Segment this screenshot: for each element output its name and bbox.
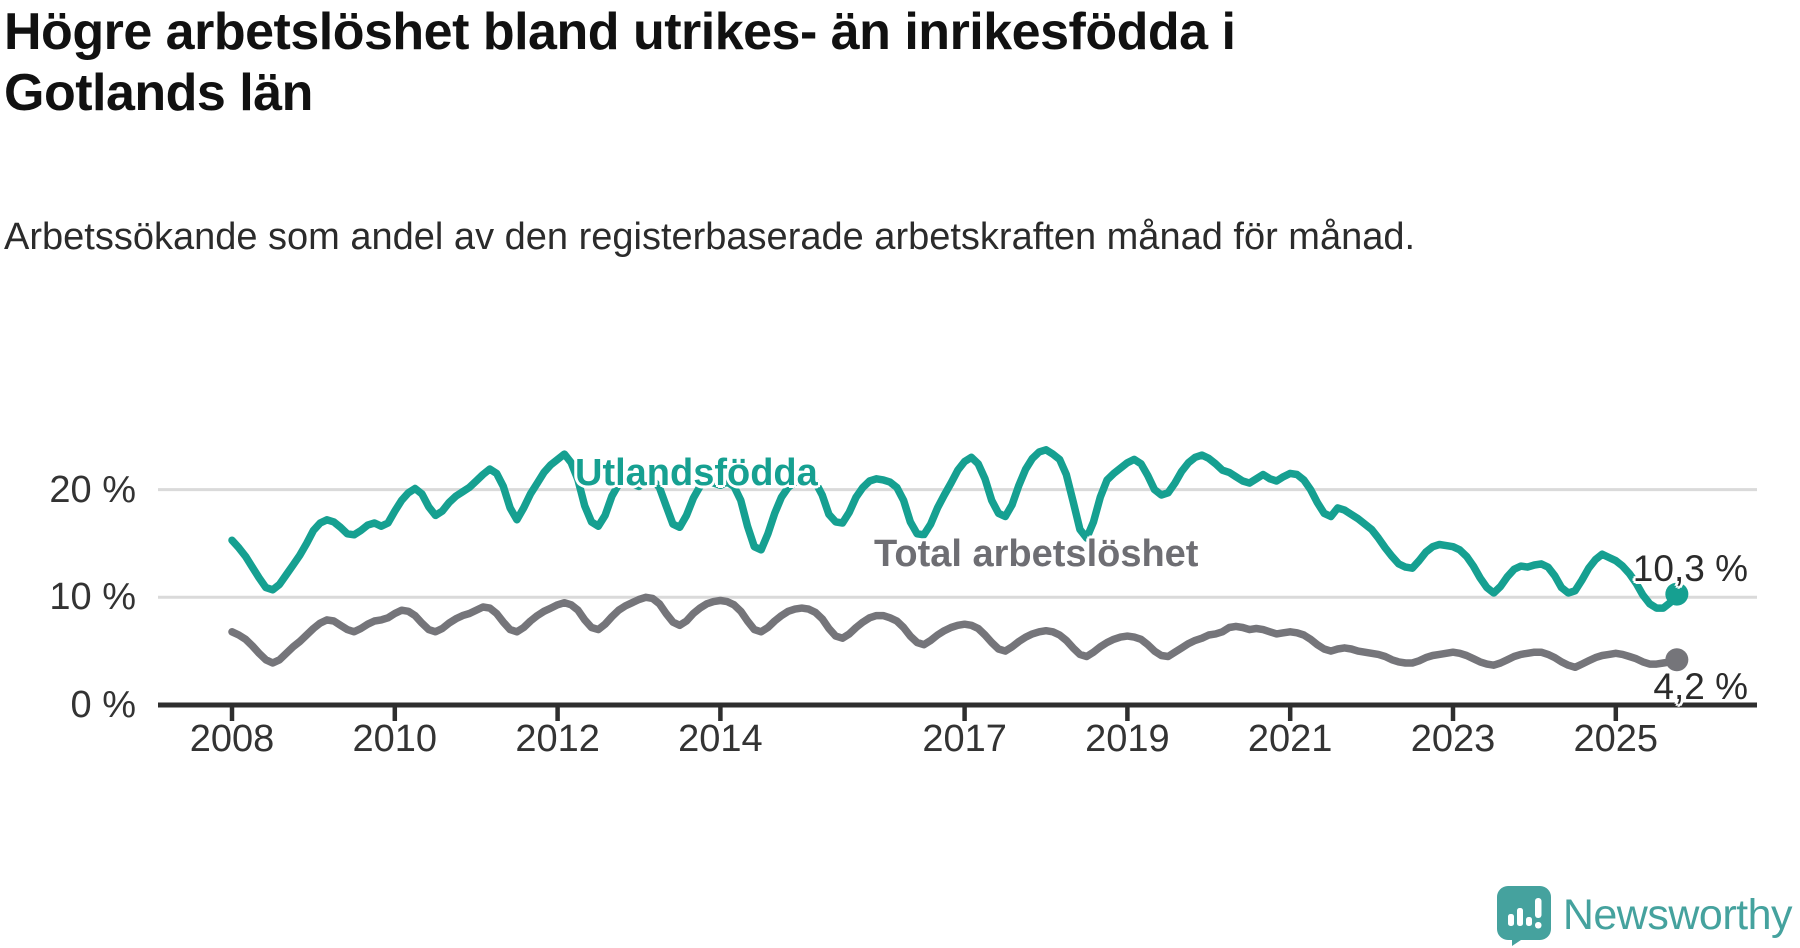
newsworthy-logo-icon [1495, 884, 1553, 946]
chart-title: Högre arbetslöshet bland utrikes- än inr… [4, 3, 1236, 123]
x-tick-label: 2023 [1410, 718, 1496, 760]
y-tick-label: 20 % [49, 468, 136, 511]
end-value-label-utlandsfodda: 10,3 % [1632, 548, 1748, 589]
x-tick-label: 2021 [1247, 718, 1333, 760]
x-tick-label: 2014 [678, 718, 763, 760]
series-label-utlandsfodda: Utlandsfödda [575, 452, 818, 494]
x-tick-label: 2019 [1085, 718, 1170, 760]
newsworthy-logo: Newsworthy [1495, 884, 1793, 946]
y-tick-label: 0 % [70, 684, 136, 726]
series-label-total-arbetsloshet: Total arbetslöshet [874, 533, 1199, 575]
newsworthy-logo-text: Newsworthy [1562, 890, 1793, 939]
x-tick-label: 2008 [189, 718, 275, 760]
chart-subtitle: Arbetssökande som andel av den registerb… [4, 216, 1416, 258]
x-tick-label: 2010 [352, 718, 438, 760]
x-tick-label: 2017 [922, 718, 1007, 760]
end-value-label-total: 4,2 % [1653, 666, 1748, 707]
x-tick-label: 2025 [1573, 718, 1659, 760]
x-tick-label: 2012 [515, 718, 600, 760]
y-tick-label: 10 % [49, 576, 136, 619]
